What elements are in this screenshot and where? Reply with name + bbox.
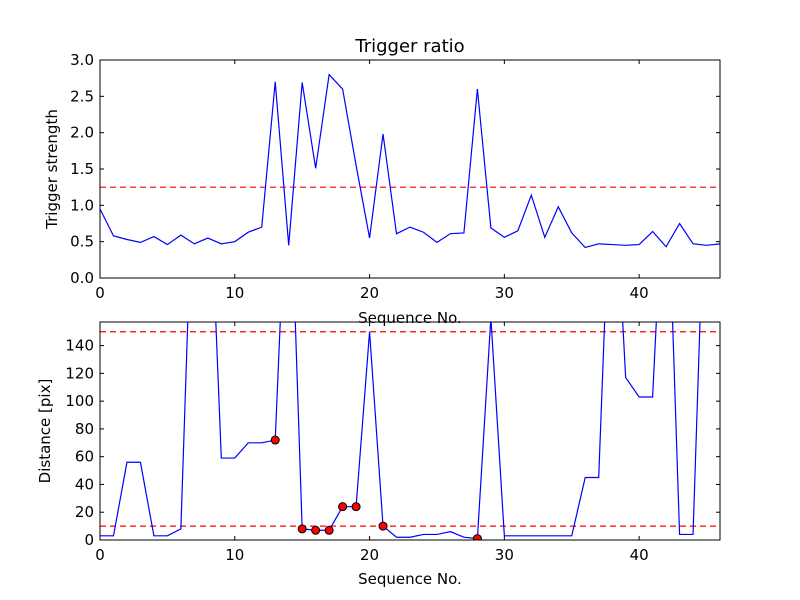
data-point-marker: [297, 524, 307, 534]
chart-bottom: 0 10 20 30 40 0 20 40 60 80 100 120 140 Sequence No. D…: [36, 321, 721, 588]
series-line: [100, 73, 720, 249]
y-tick-label: 1.5: [70, 160, 94, 178]
plot-area-top: [100, 73, 720, 249]
x-axis-label: Sequence No.: [358, 570, 462, 588]
y-tick-label: 0.5: [70, 233, 94, 251]
x-tick-label: 40: [630, 546, 649, 564]
y-tick-label: 2.5: [70, 87, 94, 105]
y-tick-label: 2.0: [70, 124, 94, 142]
data-point-marker: [311, 525, 321, 535]
x-tick-label: 0: [95, 546, 105, 564]
chart-top: Trigger ratio 0 10 20 30 40 0.0 0.5 1.0 1.5 2.0 2.5…: [43, 36, 721, 327]
y-tick-label: 120: [65, 364, 94, 382]
data-point-marker: [324, 525, 334, 535]
data-point-marker: [338, 502, 348, 512]
series-line: [100, 322, 701, 540]
data-point-marker: [351, 502, 361, 512]
x-tick-label: 40: [630, 284, 649, 302]
y-tick-label: 1.0: [70, 196, 94, 214]
y-axis-label: Distance [pix]: [36, 379, 54, 484]
x-tick-label: 0: [95, 284, 105, 302]
data-point-marker: [270, 435, 280, 445]
x-tick-label: 20: [360, 284, 379, 302]
y-tick-label: 3.0: [70, 51, 94, 69]
x-tick-label: 30: [495, 546, 514, 564]
chart-title: Trigger ratio: [354, 36, 464, 57]
x-tick-label: 30: [495, 284, 514, 302]
y-tick-label: 60: [75, 448, 94, 466]
x-axis-label: Sequence No.: [358, 309, 462, 327]
x-tick-label: 10: [225, 546, 244, 564]
y-tick-label: 0: [84, 531, 94, 549]
y-tick-label: 40: [75, 475, 94, 493]
y-tick-label: 100: [65, 392, 94, 410]
y-axis-label: Trigger strength: [43, 109, 61, 230]
y-tick-label: 140: [65, 337, 94, 355]
data-point-marker: [472, 534, 482, 540]
y-tick-label: 20: [75, 503, 94, 521]
plot-area-bottom: [100, 322, 720, 540]
x-tick-label: 10: [225, 284, 244, 302]
y-tick-label: 0.0: [70, 269, 94, 287]
x-tick-label: 20: [360, 546, 379, 564]
axes-frame: [99, 321, 721, 541]
y-tick-label: 80: [75, 420, 94, 438]
data-point-marker: [378, 521, 388, 531]
